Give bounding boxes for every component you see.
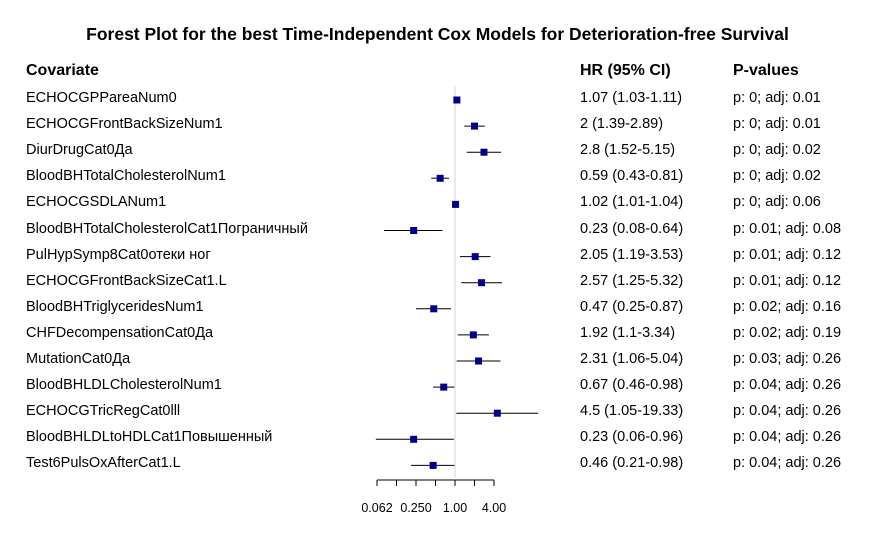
covariate-label: ECHOCGFrontBackSizeCat1.L — [26, 272, 227, 289]
table-row: ECHOCGFrontBackSizeCat1.L 2.57 (1.25-5.32… — [0, 271, 875, 295]
p-value: p: 0.01; adj: 0.12 — [733, 246, 842, 263]
p-value: p: 0; adj: 0.02 — [733, 168, 821, 185]
table-row: PulHypSymp8Cat0отеки ног 2.05 (1.19-3.53)… — [0, 245, 875, 269]
covariate-label: CHFDecompensationCat0Да — [26, 324, 214, 341]
hr-point — [471, 122, 478, 130]
covariate-label: BloodBHTotalCholesterolCat1Пограничный — [26, 220, 308, 237]
covariate-label: ECHOCGFrontBackSizeNum1 — [26, 116, 223, 133]
table-row: BloodBHTotalCholesterolCat1Пограничный 0.… — [0, 219, 875, 243]
hr-ci-value: 0.23 (0.08-0.64) — [580, 220, 684, 237]
table-row: BloodBHLDLCholesterolNum1 0.67 (0.46-0.98… — [0, 375, 875, 399]
p-value: p: 0.04; adj: 0.26 — [733, 403, 842, 420]
covariate-label: PulHypSymp8Cat0отеки ног — [26, 246, 211, 263]
p-value: p: 0; adj: 0.02 — [733, 142, 821, 159]
hr-point — [471, 253, 479, 261]
table-row: BloodBHTriglyceridesNum1 0.47 (0.25-0.87)… — [0, 297, 875, 321]
hr-ci-value: 2.57 (1.25-5.32) — [580, 272, 684, 289]
hr-ci-value: 2 (1.39-2.89) — [580, 116, 664, 133]
covariate-label: ECHOCGTricRegCat0lll — [26, 403, 181, 420]
hr-point — [475, 357, 483, 365]
table-row: ECHOCGSDLANum1 1.02 (1.01-1.04) p: 0; adj:… — [0, 192, 875, 216]
hr-ci-value: 2.31 (1.06-5.04) — [580, 351, 684, 367]
p-value: p: 0; adj: 0.01 — [733, 116, 821, 133]
p-value: p: 0.01; adj: 0.08 — [733, 220, 842, 237]
hr-ci-value: 0.47 (0.25-0.87) — [580, 298, 684, 315]
table-row: BloodBHLDLtoHDLCat1Повышенный 0.23 (0.06-… — [0, 427, 875, 451]
hr-ci-value: 1.92 (1.1-3.34) — [580, 324, 676, 341]
p-value: p: 0.04; adj: 0.26 — [733, 455, 842, 472]
table-row: CHFDecompensationCat0Да 1.92 (1.1-3.34) p:… — [0, 323, 875, 347]
p-value: p: 0.02; adj: 0.19 — [733, 324, 842, 341]
hr-point — [429, 461, 437, 469]
hr-ci-value: 0.23 (0.06-0.96) — [580, 429, 684, 446]
hr-point — [478, 279, 486, 287]
x-tick-label: 1.00 — [443, 501, 467, 515]
covariate-label: BloodBHTotalCholesterolNum1 — [26, 168, 226, 185]
p-value: p: 0.04; adj: 0.26 — [733, 377, 842, 394]
hr-point — [480, 148, 488, 156]
hr-point — [453, 96, 461, 104]
hr-column-header: HR (95% CI) — [580, 62, 671, 79]
covariate-column-header: Covariate — [26, 62, 99, 79]
table-row: DiurDrugCat0Да 2.8 (1.52-5.15) p: 0; adj: … — [0, 140, 875, 164]
x-tick-label: 0.062 — [361, 501, 392, 515]
x-tick-label: 4.00 — [482, 501, 506, 515]
table-row: ECHOCGTricRegCat0lll 4.5 (1.05-19.33) p: 0… — [0, 401, 875, 425]
hr-point — [410, 435, 418, 443]
hr-ci-value: 4.5 (1.05-19.33) — [580, 403, 684, 420]
table-row: Test6PulsOxAfterCat1.L 0.46 (0.21-0.98) p:… — [0, 453, 875, 477]
table-row: ECHOCGFrontBackSizeNum1 2 (1.39-2.89) p: 0… — [0, 114, 875, 138]
covariate-label: ECHOCGPPareaNum0 — [26, 90, 177, 106]
hr-ci-value: 2.05 (1.19-3.53) — [580, 246, 684, 263]
p-value: p: 0.02; adj: 0.16 — [733, 298, 842, 315]
hr-point — [410, 227, 418, 234]
chart-title: Forest Plot for the best Time-Independen… — [86, 24, 789, 44]
hr-ci-value: 0.59 (0.43-0.81) — [580, 168, 684, 185]
covariate-label: BloodBHTriglyceridesNum1 — [26, 298, 204, 315]
hr-point — [469, 331, 477, 339]
p-value: p: 0; adj: 0.01 — [733, 90, 821, 106]
hr-point — [493, 409, 501, 417]
covariate-label: MutationCat0Да — [26, 351, 131, 367]
p-value: p: 0.01; adj: 0.12 — [733, 272, 842, 289]
covariate-label: DiurDrugCat0Да — [26, 142, 133, 159]
hr-ci-value: 1.02 (1.01-1.04) — [580, 194, 684, 211]
hr-ci-value: 0.46 (0.21-0.98) — [580, 455, 684, 472]
hr-point — [452, 200, 460, 208]
hr-point — [436, 174, 444, 182]
p-value: p: 0.04; adj: 0.26 — [733, 429, 842, 446]
table-row: ECHOCGPPareaNum0 1.07 (1.03-1.11) p: 0; ad… — [0, 88, 875, 112]
hr-point — [430, 305, 438, 313]
p-value: p: 0; adj: 0.06 — [733, 194, 821, 211]
table-row: BloodBHTotalCholesterolNum1 0.59 (0.43-0.… — [0, 166, 875, 190]
covariate-label: BloodBHLDLtoHDLCat1Повышенный — [26, 429, 273, 446]
x-tick-label: 0.250 — [400, 501, 431, 515]
hr-ci-value: 1.07 (1.03-1.11) — [580, 90, 683, 106]
hr-ci-value: 0.67 (0.46-0.98) — [580, 377, 684, 394]
hr-ci-value: 2.8 (1.52-5.15) — [580, 142, 676, 159]
hr-point — [440, 383, 448, 391]
pvalues-column-header: P-values — [733, 62, 799, 79]
covariate-label: ECHOCGSDLANum1 — [26, 194, 167, 211]
covariate-label: Test6PulsOxAfterCat1.L — [26, 455, 181, 472]
p-value: p: 0.03; adj: 0.26 — [733, 351, 842, 367]
table-row: MutationCat0Да 2.31 (1.06-5.04) p: 0.03; a… — [0, 349, 875, 373]
covariate-label: BloodBHLDLCholesterolNum1 — [26, 377, 222, 394]
